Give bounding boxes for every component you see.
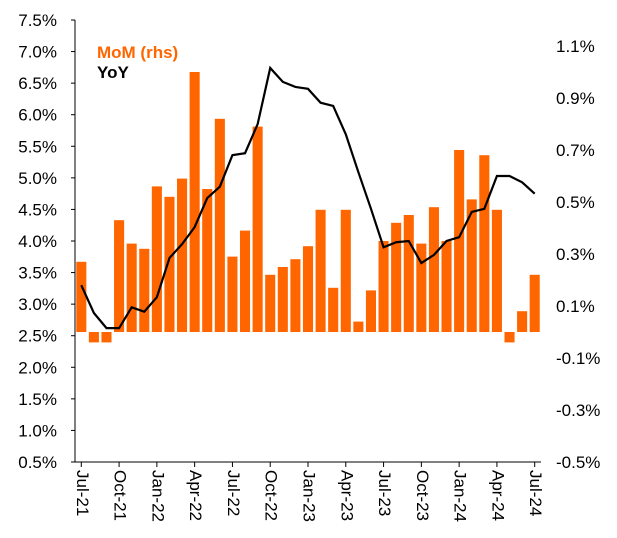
y2-tick-label: 0.7%: [556, 141, 595, 160]
y2-tick-label: 0.3%: [556, 245, 595, 264]
y2-tick-label: -0.3%: [556, 401, 600, 420]
bar: [391, 222, 402, 332]
bar: [378, 241, 389, 332]
bar: [340, 209, 351, 332]
x-tick-label: Jul-22: [224, 470, 243, 516]
x-tick-label: Jul-21: [73, 470, 92, 516]
bar: [517, 311, 528, 332]
bar: [239, 230, 251, 332]
y-tick-label: 1.5%: [18, 390, 57, 409]
x-tick-label: Apr-24: [488, 470, 507, 521]
y2-tick-label: 1.1%: [556, 37, 595, 56]
x-tick-label: Jan-24: [451, 470, 470, 522]
legend-entry: MoM (rhs): [97, 43, 178, 62]
bar: [177, 178, 188, 332]
line: [80, 65, 536, 330]
y2-tick-label: 0.5%: [556, 193, 595, 212]
y-tick-label: 3.5%: [18, 264, 57, 283]
bar: [491, 209, 502, 332]
bar: [353, 321, 364, 332]
bar: [315, 209, 326, 332]
bar: [416, 243, 427, 332]
y-tick-label: 5.5%: [18, 137, 57, 156]
x-tick-label: Jul-24: [526, 470, 545, 516]
bar: [454, 150, 465, 332]
y2-tick-label: -0.5%: [556, 453, 600, 472]
bar: [252, 126, 263, 332]
x-tick-label: Oct-23: [413, 470, 432, 521]
y-tick-label: 6.0%: [18, 106, 57, 125]
bar: [189, 72, 200, 332]
x-tick-label: Jan-22: [148, 470, 167, 522]
bar: [101, 332, 112, 343]
bar: [441, 241, 452, 332]
y-tick-label: 2.5%: [18, 327, 57, 346]
bar: [114, 220, 125, 332]
bar: [302, 246, 314, 332]
bar: [139, 248, 150, 332]
y-tick-label: 4.0%: [18, 232, 57, 251]
y-tick-label: 2.0%: [18, 358, 57, 377]
bar: [504, 332, 515, 343]
bar: [151, 186, 162, 332]
bar: [126, 243, 137, 332]
bar: [227, 256, 238, 332]
x-tick-label: Apr-23: [337, 470, 356, 521]
y-tick-label: 4.5%: [18, 200, 57, 219]
bar: [277, 267, 288, 332]
bar: [479, 155, 490, 332]
bar: [290, 259, 301, 332]
y-tick-label: 7.5%: [18, 11, 57, 30]
y-tick-label: 7.0%: [18, 43, 57, 62]
bar: [214, 118, 225, 332]
bar: [76, 261, 87, 332]
y-tick-label: 3.0%: [18, 295, 57, 314]
bar: [265, 274, 276, 332]
bar: [403, 215, 414, 332]
y-tick-label: 0.5%: [18, 453, 57, 472]
y-tick-label: 1.0%: [18, 421, 57, 440]
bar: [466, 199, 477, 332]
y-tick-label: 5.0%: [18, 169, 57, 188]
bar: [365, 290, 377, 332]
x-tick-label: Oct-22: [262, 470, 281, 521]
bar: [164, 196, 175, 332]
bar: [328, 287, 339, 332]
y2-tick-label: -0.1%: [556, 349, 600, 368]
x-tick-label: Apr-22: [186, 470, 205, 521]
x-tick-label: Jan-23: [300, 470, 319, 522]
bar: [88, 332, 99, 343]
y2-tick-label: 0.1%: [556, 297, 595, 316]
y-tick-label: 6.5%: [18, 74, 57, 93]
x-tick-label: Oct-21: [111, 470, 130, 521]
bar: [428, 207, 439, 332]
x-tick-label: Jul-23: [375, 470, 394, 516]
bar: [529, 274, 540, 332]
bar: [202, 189, 213, 332]
y2-tick-label: 0.9%: [556, 89, 595, 108]
legend-entry: YoY: [97, 63, 129, 82]
